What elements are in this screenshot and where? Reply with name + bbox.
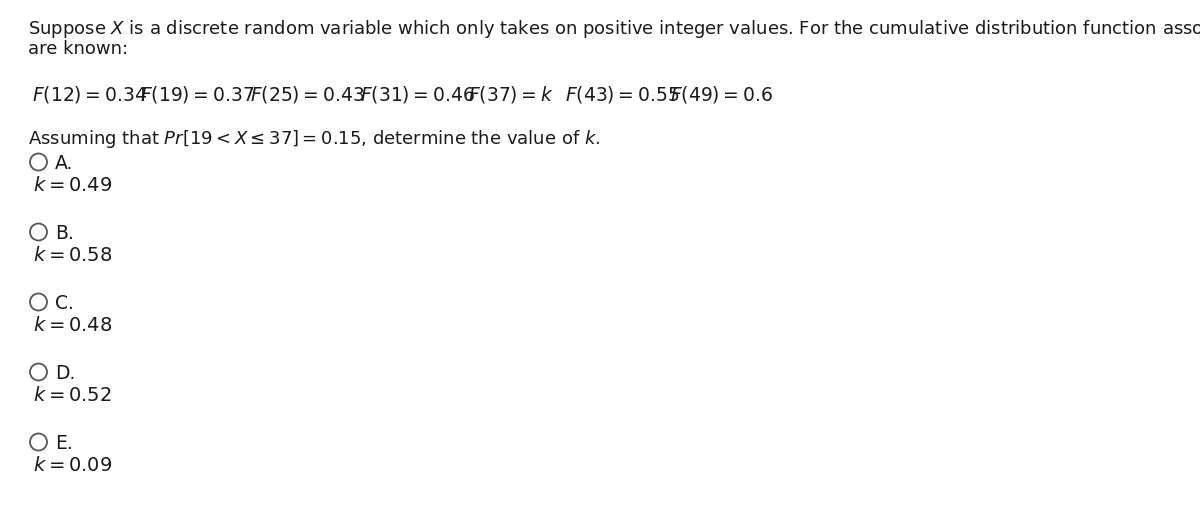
Text: $k = 0.09$: $k = 0.09$ xyxy=(34,456,113,475)
Text: E.: E. xyxy=(55,434,73,453)
Text: $\mathit{F}(49) = 0.6$: $\mathit{F}(49) = 0.6$ xyxy=(670,84,773,105)
Text: Suppose $\mathit{X}$ is a discrete random variable which only takes on positive : Suppose $\mathit{X}$ is a discrete rando… xyxy=(28,18,1200,40)
Text: $\mathit{F}(12) = 0.34$: $\mathit{F}(12) = 0.34$ xyxy=(32,84,148,105)
Text: $k = 0.58$: $k = 0.58$ xyxy=(34,246,113,265)
Text: $k = 0.48$: $k = 0.48$ xyxy=(34,316,113,335)
Text: B.: B. xyxy=(55,224,74,243)
Text: $\mathit{F}(25) = 0.43$: $\mathit{F}(25) = 0.43$ xyxy=(250,84,365,105)
Text: Assuming that $\mathit{Pr}[19 < \mathit{X} \leq 37] = 0.15$, determine the value: Assuming that $\mathit{Pr}[19 < \mathit{… xyxy=(28,128,600,150)
Text: are known:: are known: xyxy=(28,40,128,58)
Text: $k = 0.49$: $k = 0.49$ xyxy=(34,176,113,195)
Text: $k = 0.52$: $k = 0.52$ xyxy=(34,386,112,405)
Text: D.: D. xyxy=(55,364,76,383)
Text: $\mathit{F}(43) = 0.55$: $\mathit{F}(43) = 0.55$ xyxy=(565,84,679,105)
Text: $\mathit{F}(37) = k$: $\mathit{F}(37) = k$ xyxy=(468,84,553,105)
Text: $\mathit{F}(31) = 0.46$: $\mathit{F}(31) = 0.46$ xyxy=(360,84,475,105)
Text: A.: A. xyxy=(55,154,73,173)
Text: $\mathit{F}(19) = 0.37$: $\mathit{F}(19) = 0.37$ xyxy=(140,84,254,105)
Text: C.: C. xyxy=(55,294,74,313)
